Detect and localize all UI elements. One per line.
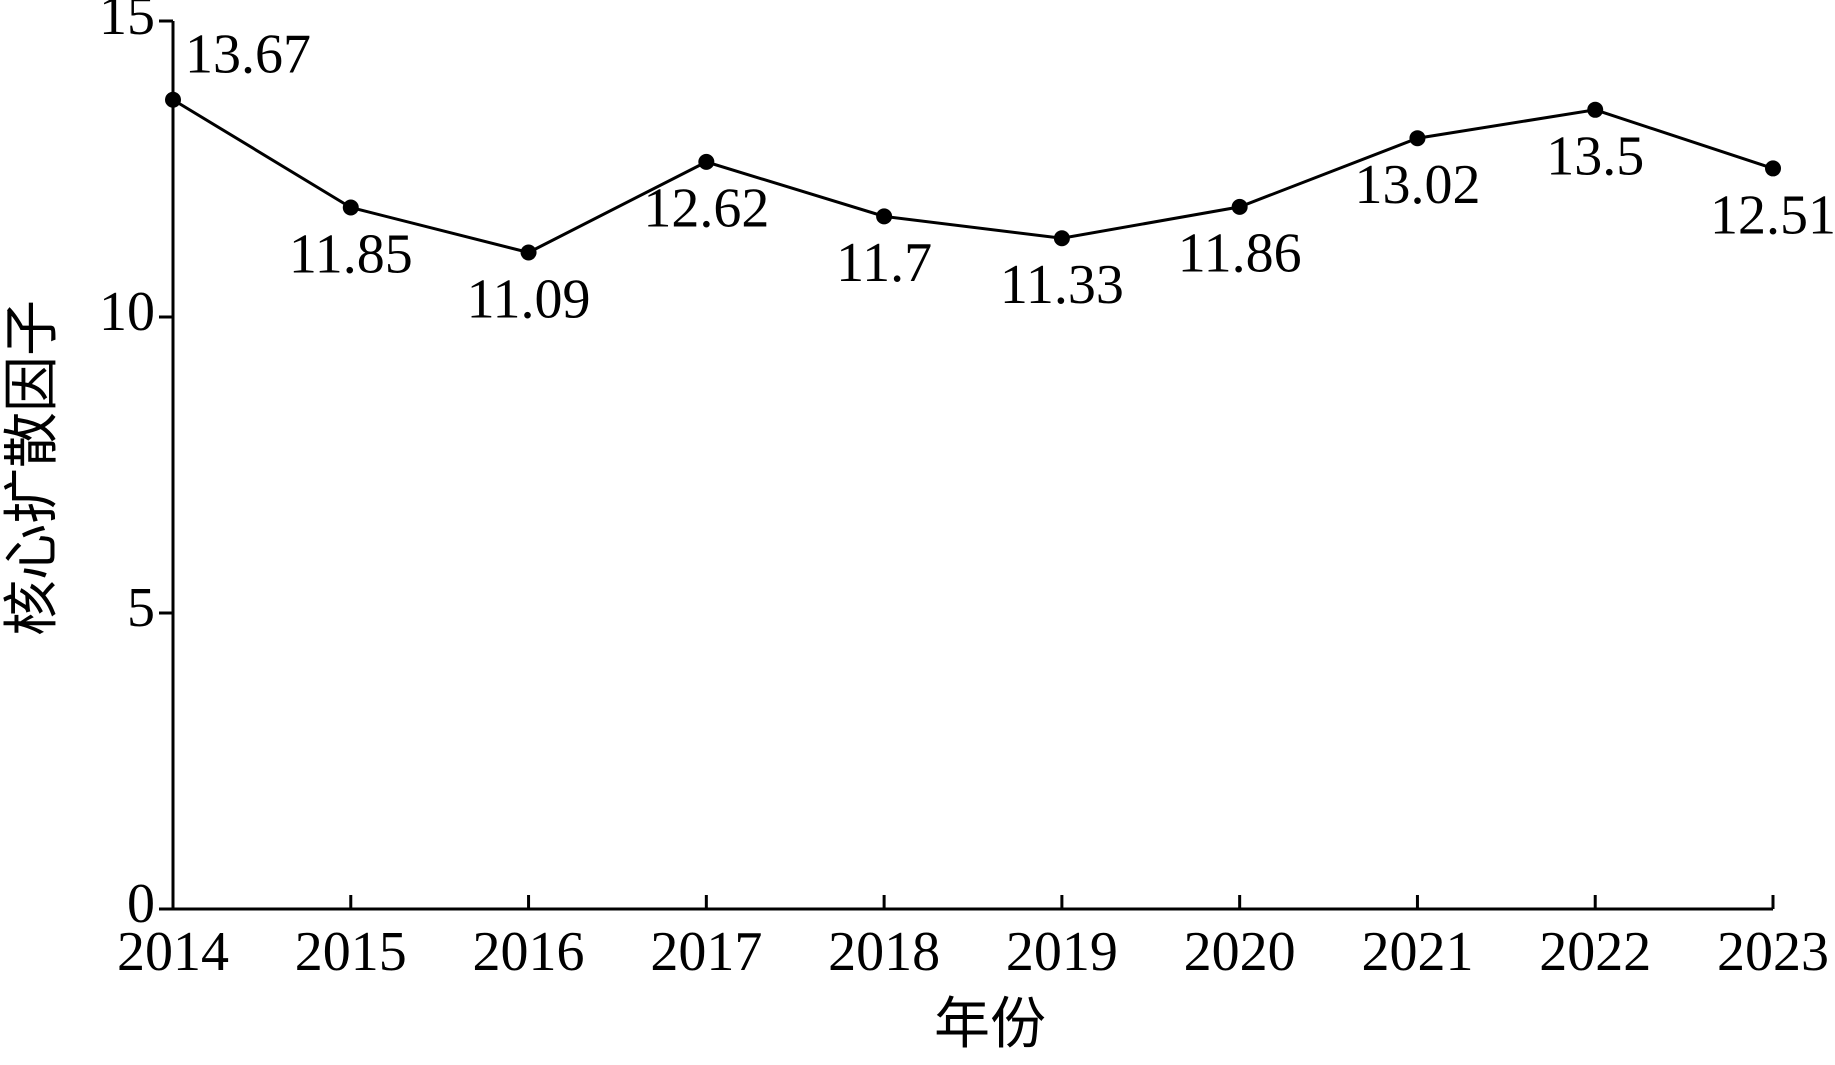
point	[1409, 130, 1426, 147]
data-label: 13.67	[185, 24, 311, 86]
data-label: 13.02	[1354, 154, 1480, 216]
point	[1765, 160, 1781, 177]
x-tick-label: 2019	[1006, 921, 1118, 983]
data-label: 13.5	[1546, 126, 1644, 188]
point	[342, 199, 359, 216]
x-tick-label: 2022	[1539, 921, 1651, 983]
x-axis-label: 年份	[934, 994, 1046, 1056]
point	[1053, 230, 1070, 247]
y-tick-label: 15	[99, 0, 155, 47]
point	[165, 91, 181, 108]
point	[520, 244, 537, 261]
x-tick-label: 2023	[1717, 921, 1829, 983]
data-label: 11.85	[289, 223, 413, 285]
x-tick-label: 2014	[117, 921, 229, 983]
x-tick-label: 2018	[828, 921, 940, 983]
point	[698, 153, 715, 170]
data-label: 11.09	[467, 268, 591, 330]
point	[1231, 198, 1248, 215]
point	[876, 208, 893, 225]
y-axis-label: 核心扩散因子	[2, 300, 64, 636]
x-tick-label: 2016	[473, 921, 585, 983]
data-label: 11.33	[1000, 254, 1124, 316]
x-tick-label: 2015	[295, 921, 407, 983]
data-label: 11.86	[1178, 223, 1302, 285]
point	[1587, 101, 1604, 118]
x-tick-label: 2020	[1184, 921, 1296, 983]
data-label: 11.7	[836, 232, 932, 294]
y-tick-label: 5	[127, 577, 155, 639]
line	[172, 98, 1774, 255]
y-tick-label: 10	[99, 281, 155, 343]
x-tick-label: 2021	[1361, 921, 1473, 983]
y-tick-label: 0	[127, 873, 155, 935]
data-label: 12.62	[643, 178, 769, 240]
data-label: 12.51	[1710, 184, 1835, 246]
x-tick-label: 2017	[650, 921, 762, 983]
